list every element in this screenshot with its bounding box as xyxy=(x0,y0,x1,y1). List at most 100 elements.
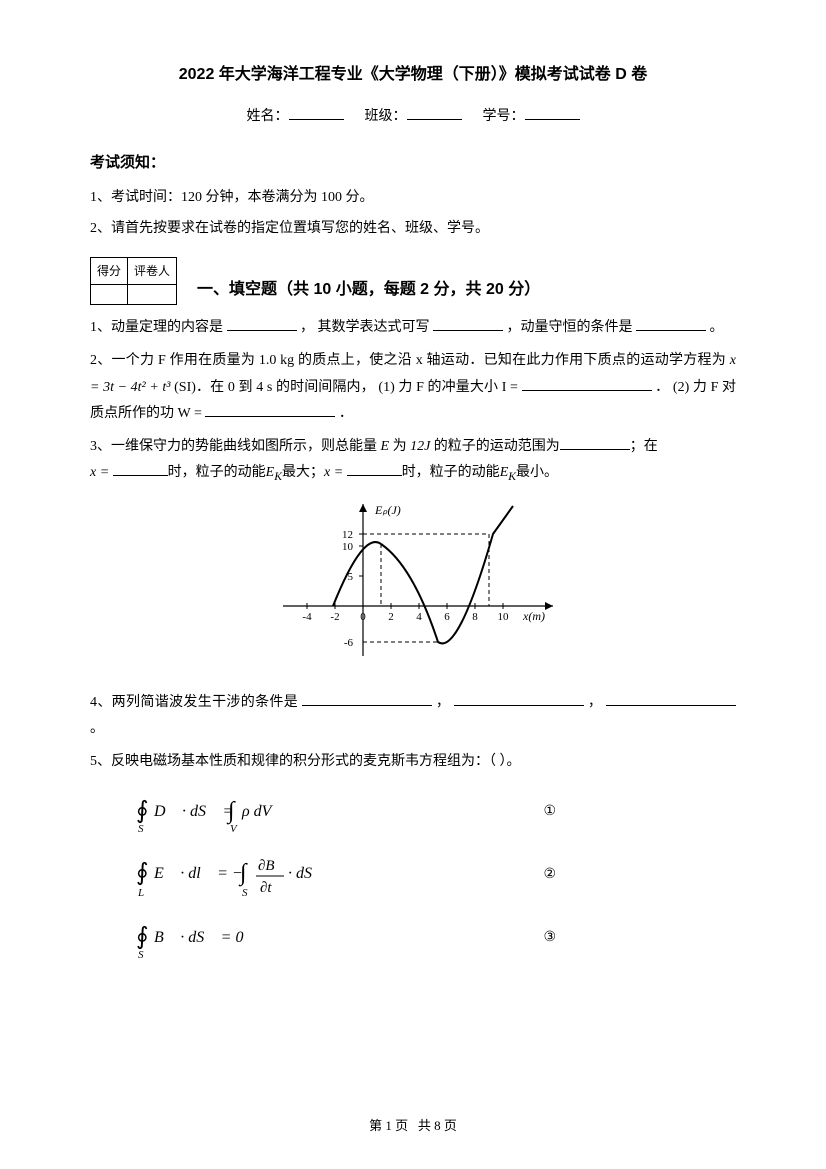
q3-blank3[interactable] xyxy=(347,462,402,476)
q3-text: 最小。 xyxy=(516,465,558,480)
q2-text: ． xyxy=(339,406,353,421)
score-cell[interactable] xyxy=(91,285,128,305)
svg-text:∫: ∫ xyxy=(238,860,248,887)
score-table: 得分 评卷人 xyxy=(90,257,177,306)
class-label: 班级： xyxy=(365,104,407,131)
name-label: 姓名： xyxy=(247,104,289,131)
svg-text:∮: ∮ xyxy=(136,860,149,886)
eqn1-label: ① xyxy=(543,799,556,826)
name-blank[interactable] xyxy=(289,106,344,120)
eqn3-svg: ∮ S B⃗ · dS⃗ = 0 xyxy=(130,916,280,962)
svg-text:ρ dV: ρ dV xyxy=(241,803,274,820)
q4-text: ， xyxy=(436,695,450,710)
q3-blank2[interactable] xyxy=(113,462,168,476)
svg-text:V: V xyxy=(230,823,238,835)
id-blank[interactable] xyxy=(525,106,580,120)
q2-text: (SI)．在 0 到 4 s 的时间间隔内， (1) 力 F 的冲量大小 I = xyxy=(174,380,518,395)
xtick-label: -4 xyxy=(302,611,312,623)
svg-text:D⃗ · dS⃗ =: D⃗ · dS⃗ = xyxy=(153,803,233,820)
q1-text: ，动量守恒的条件是 xyxy=(507,320,633,335)
equation-3: ∮ S B⃗ · dS⃗ = 0 ③ xyxy=(130,916,736,962)
xtick-label: -2 xyxy=(330,611,339,623)
y-arrow-icon xyxy=(359,504,367,512)
x-axis-label: x(m) xyxy=(522,609,545,623)
y-axis-label: Eₚ(J) xyxy=(374,503,401,517)
q3-xeq: x = xyxy=(324,465,347,480)
svg-text:B⃗ · dS⃗ = 0: B⃗ · dS⃗ = 0 xyxy=(154,929,243,946)
q1-text: 。 xyxy=(710,320,724,335)
xtick-label: 0 xyxy=(360,611,366,623)
q2-blank2[interactable] xyxy=(205,403,335,417)
svg-text:∂t: ∂t xyxy=(260,880,272,896)
notice-item: 1、考试时间：120 分钟，本卷满分为 100 分。 xyxy=(90,185,736,212)
q1-blank2[interactable] xyxy=(433,317,503,331)
question-4: 4、两列简谐波发生干涉的条件是 ， ， 。 xyxy=(90,690,736,743)
notice-list: 1、考试时间：120 分钟，本卷满分为 100 分。 2、请首先按要求在试卷的指… xyxy=(90,185,736,242)
q3-Ek2: EK xyxy=(500,465,516,480)
xtick-label: 2 xyxy=(388,611,394,623)
q4-blank3[interactable] xyxy=(606,692,736,706)
q3-12J: 12J xyxy=(410,439,430,454)
q4-text: 。 xyxy=(90,721,104,736)
section1-title: 一、填空题（共 10 小题，每题 2 分，共 20 分） xyxy=(197,275,540,305)
equation-1: ∮ S D⃗ · dS⃗ = ∫ V ρ dV ① xyxy=(130,790,736,836)
svg-text:∫: ∫ xyxy=(226,798,236,825)
question-2: 2、一个力 F 作用在质量为 1.0 kg 的质点上，使之沿 x 轴运动．已知在… xyxy=(90,348,736,428)
svg-text:· dS⃗: · dS⃗ xyxy=(288,865,324,882)
q4-blank1[interactable] xyxy=(302,692,432,706)
svg-text:S: S xyxy=(138,823,144,835)
q1-blank1[interactable] xyxy=(227,317,297,331)
class-blank[interactable] xyxy=(407,106,462,120)
ytick-label: 12 xyxy=(342,529,353,541)
potential-energy-chart: 5 10 12 -6 -4 -2 0 2 4 6 8 10 Eₚ(J) x(m) xyxy=(90,496,736,677)
q3-text: ；在 xyxy=(630,439,658,454)
q1-blank3[interactable] xyxy=(636,317,706,331)
exam-title: 2022 年大学海洋工程专业《大学物理（下册）》模拟考试试卷 D 卷 xyxy=(90,60,736,90)
xtick-label: 4 xyxy=(416,611,422,623)
q3-text: 最大； xyxy=(282,465,324,480)
svg-text:E⃗ · dl⃗ = −: E⃗ · dl⃗ = − xyxy=(153,865,243,882)
page-footer: 第 1 页 共 8 页 xyxy=(0,1114,826,1139)
eqn1-svg: ∮ S D⃗ · dS⃗ = ∫ V ρ dV xyxy=(130,790,300,836)
q3-Ek: EK xyxy=(266,465,282,480)
q3-text: 的粒子的运动范围为 xyxy=(430,439,560,454)
footer-total: 共 8 页 xyxy=(418,1118,457,1133)
grader-cell[interactable] xyxy=(128,285,177,305)
svg-text:∮: ∮ xyxy=(136,798,149,824)
q1-text: 1、动量定理的内容是 xyxy=(90,320,223,335)
q3-text: 时，粒子的动能 xyxy=(168,465,266,480)
xtick-label: 6 xyxy=(444,611,450,623)
notice-item: 2、请首先按要求在试卷的指定位置填写您的姓名、班级、学号。 xyxy=(90,216,736,243)
footer-page: 第 1 页 xyxy=(369,1118,408,1133)
svg-text:S: S xyxy=(242,887,248,899)
q3-xeq: x = xyxy=(90,465,113,480)
question-5: 5、反映电磁场基本性质和规律的积分形式的麦克斯韦方程组为：（ ）。 xyxy=(90,749,736,776)
question-1: 1、动量定理的内容是 ， 其数学表达式可写 ，动量守恒的条件是 。 xyxy=(90,315,736,342)
svg-text:∮: ∮ xyxy=(136,924,149,950)
ytick-label: -6 xyxy=(344,637,354,649)
notice-header: 考试须知： xyxy=(90,149,736,178)
id-label: 学号： xyxy=(483,104,525,131)
q4-blank2[interactable] xyxy=(454,692,584,706)
q3-text: 时，粒子的动能 xyxy=(402,465,500,480)
question-3: 3、一维保守力的势能曲线如图所示，则总能量 E 为 12J 的粒子的运动范围为 ；… xyxy=(90,434,736,489)
q3-blank1[interactable] xyxy=(560,436,630,450)
q3-E: E xyxy=(381,439,390,454)
score-header-grader: 评卷人 xyxy=(128,257,177,285)
svg-text:∂B⃗: ∂B⃗ xyxy=(258,858,286,874)
xtick-label: 10 xyxy=(498,611,510,623)
svg-text:S: S xyxy=(138,949,144,961)
q3-text: 为 xyxy=(389,439,410,454)
equation-2: ∮ L E⃗ · dl⃗ = − ∫ S ∂B⃗ ∂t · dS⃗ ② xyxy=(130,850,736,902)
chart-svg: 5 10 12 -6 -4 -2 0 2 4 6 8 10 Eₚ(J) x(m) xyxy=(263,496,563,666)
svg-text:L: L xyxy=(137,887,144,899)
eqn2-svg: ∮ L E⃗ · dl⃗ = − ∫ S ∂B⃗ ∂t · dS⃗ xyxy=(130,850,350,902)
q4-text: ， xyxy=(588,695,602,710)
q1-text: ， 其数学表达式可写 xyxy=(300,320,430,335)
eqn2-label: ② xyxy=(543,862,556,889)
q5-text: 5、反映电磁场基本性质和规律的积分形式的麦克斯韦方程组为：（ ）。 xyxy=(90,754,521,769)
ytick-label: 10 xyxy=(342,541,354,553)
q3-text: 3、一维保守力的势能曲线如图所示，则总能量 xyxy=(90,439,381,454)
q2-blank1[interactable] xyxy=(522,377,652,391)
score-header-score: 得分 xyxy=(91,257,128,285)
